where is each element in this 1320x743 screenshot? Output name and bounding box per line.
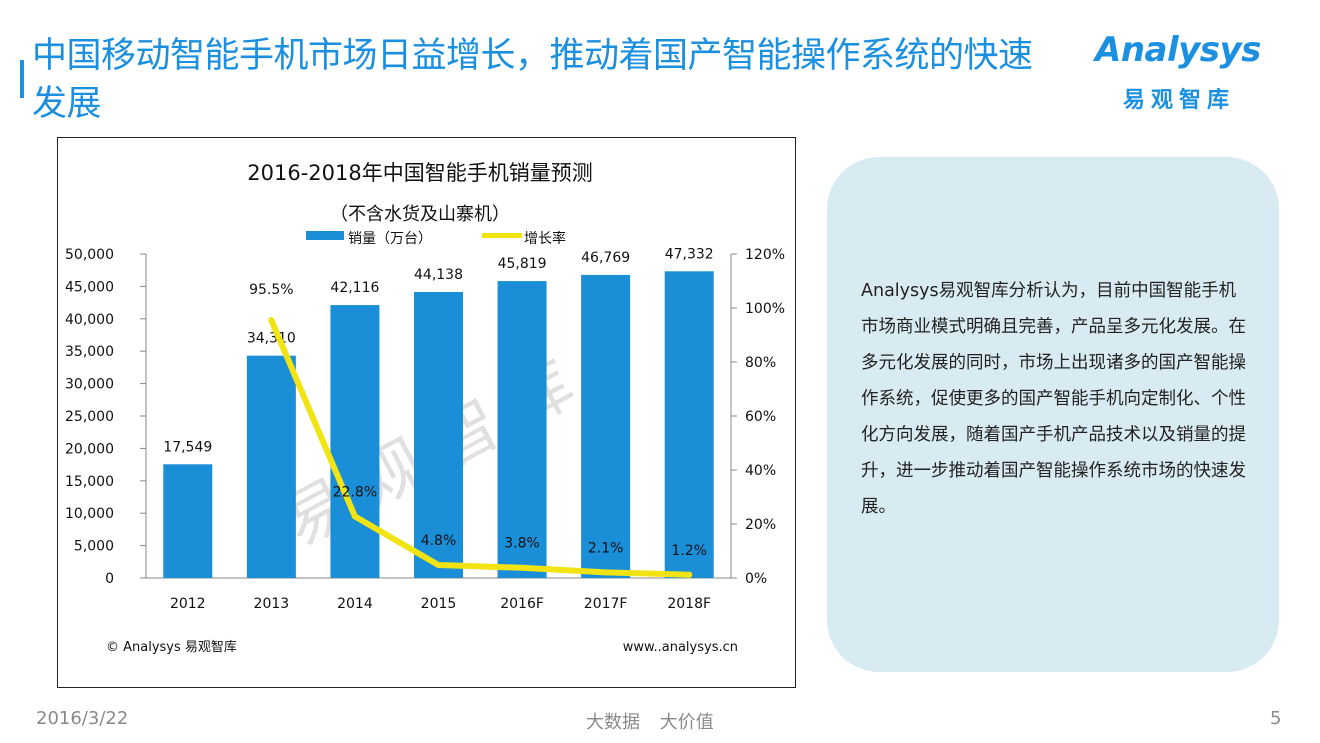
- x-tick-label: 2016F: [500, 596, 544, 612]
- y2-tick-label: 100%: [745, 301, 785, 317]
- bar-sales: [414, 291, 463, 578]
- bar-value-label: 42,116: [330, 280, 379, 296]
- x-tick-label: 2013: [254, 596, 290, 612]
- sales-chart: 易观智库 2016-2018年中国智能手机销量预测 （不含水货及山寨机） 销量（…: [65, 161, 785, 655]
- y-tick-label: 15,000: [65, 474, 114, 490]
- y-tick-label: 35,000: [65, 344, 114, 360]
- growth-point: [351, 513, 358, 520]
- x-tick-label: 2015: [421, 596, 457, 612]
- growth-value-label: 95.5%: [249, 282, 293, 298]
- growth-line-series: [268, 317, 693, 578]
- analysys-logo: Analysys 易观智库: [1095, 30, 1280, 120]
- y-tick-label: 25,000: [65, 409, 114, 425]
- growth-value-label: 3.8%: [504, 536, 540, 552]
- chart-source-right: www..analysys.cn: [623, 640, 738, 655]
- growth-value-label: 4.8%: [421, 533, 457, 549]
- legend-label-sales: 销量（万台）: [348, 231, 432, 247]
- y2-tick-label: 120%: [745, 247, 785, 263]
- y2-tick-label: 80%: [745, 355, 776, 371]
- footer-slogan: 大数据 大价值: [586, 712, 714, 733]
- growth-value-label: 2.1%: [588, 540, 624, 556]
- footer-date: 2016/3/22: [36, 708, 129, 729]
- chart-axes: 0 5,000 10,000 15,000 20,000 25,000 30,000 35,0…: [65, 247, 785, 612]
- footer-page-number: 5: [1270, 708, 1282, 729]
- bar-value-label: 46,769: [581, 250, 630, 266]
- y-tick-label: 45,000: [65, 279, 114, 295]
- x-tick-label: 2017F: [584, 596, 628, 612]
- analysis-note-card: Analysys易观智库分析认为，目前中国智能手机市场商业模式明确且完善，产品呈…: [827, 157, 1279, 672]
- bar-sales: [497, 281, 547, 578]
- legend-swatch-sales: [306, 231, 344, 240]
- sales-chart-panel: 易观智库 2016-2018年中国智能手机销量预测 （不含水货及山寨机） 销量（…: [57, 137, 796, 688]
- x-tick-label: 2012: [170, 596, 206, 612]
- analysis-note-text: Analysys易观智库分析认为，目前中国智能手机市场商业模式明确且完善，产品呈…: [861, 281, 1246, 517]
- growth-point: [519, 564, 526, 571]
- bar-value-label: 34,310: [247, 331, 296, 347]
- y-tick-label: 40,000: [65, 312, 114, 328]
- growth-point: [268, 317, 275, 324]
- title-accent-bar: [20, 60, 24, 98]
- x-tick-label: 2014: [337, 596, 373, 612]
- bar-sales: [581, 274, 631, 578]
- y2-tick-label: 0%: [745, 571, 767, 587]
- y-tick-label: 10,000: [65, 506, 114, 522]
- bar-value-label: 45,819: [498, 256, 547, 272]
- growth-value-label: 22.8%: [333, 484, 377, 500]
- page-title: 中国移动智能手机市场日益增长，推动着国产智能操作系统的快速发展: [32, 36, 1033, 124]
- bar-value-label: 47,332: [665, 246, 714, 262]
- growth-point: [602, 569, 609, 576]
- y-tick-label: 0: [105, 571, 114, 587]
- chart-bars: 17,549 34,310 42,116 44,138 45,819 46,769 47,3…: [163, 246, 714, 578]
- legend-swatch-growth: [482, 233, 522, 238]
- y-tick-label: 50,000: [65, 247, 114, 263]
- chart-title: 2016-2018年中国智能手机销量预测: [247, 161, 592, 185]
- chart-subtitle: （不含水货及山寨机）: [330, 204, 510, 225]
- bar-sales: [664, 271, 714, 578]
- growth-point: [435, 562, 442, 569]
- y2-tick-label: 40%: [745, 463, 776, 479]
- y2-tick-label: 20%: [745, 517, 776, 533]
- y2-tick-label: 60%: [745, 409, 776, 425]
- growth-value-label: 1.2%: [671, 543, 707, 559]
- bar-sales: [330, 305, 380, 578]
- legend-label-growth: 增长率: [524, 230, 566, 247]
- bar-value-label: 44,138: [414, 267, 463, 283]
- y-tick-label: 30,000: [65, 377, 114, 393]
- y-tick-label: 5,000: [74, 539, 114, 555]
- growth-point: [686, 571, 693, 578]
- chart-source-left: © Analysys 易观智库: [106, 639, 237, 655]
- x-tick-label: 2018F: [667, 596, 711, 612]
- y-tick-label: 20,000: [65, 441, 114, 457]
- logo-subtitle: 易观智库: [1123, 88, 1236, 113]
- chart-growth-line: 95.5% 22.8% 4.8% 3.8% 2.1% 1.2%: [249, 282, 707, 578]
- bar-sales: [163, 464, 213, 578]
- bar-value-label: 17,549: [163, 439, 212, 455]
- bar-sales: [246, 355, 296, 578]
- logo-wordmark: Analysys: [1095, 30, 1261, 70]
- chart-legend: 销量（万台） 增长率: [306, 230, 566, 247]
